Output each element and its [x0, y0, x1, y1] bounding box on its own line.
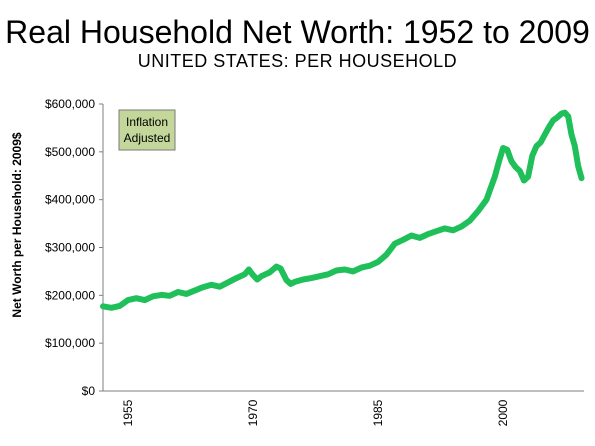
data-point	[452, 229, 454, 231]
data-point	[574, 145, 576, 147]
x-tick-label: 1955	[121, 399, 135, 426]
data-point	[486, 199, 487, 201]
data-point	[169, 295, 171, 297]
data-point	[419, 237, 421, 239]
data-point	[235, 277, 237, 279]
data-point	[335, 270, 337, 271]
data-point	[185, 293, 187, 295]
note-box	[118, 109, 176, 151]
data-point	[444, 227, 446, 229]
data-point	[552, 119, 554, 121]
data-point	[252, 274, 254, 276]
data-point	[144, 299, 146, 301]
note-text-line: Adjusted	[124, 131, 171, 145]
data-point	[571, 134, 572, 136]
data-point	[427, 233, 429, 235]
data-point	[548, 126, 550, 128]
data-point	[152, 295, 154, 297]
x-tick-label: 1970	[246, 399, 260, 426]
data-point	[410, 235, 412, 236]
data-point	[210, 284, 212, 286]
data-point	[567, 115, 569, 117]
x-tick-label: 1985	[371, 399, 385, 426]
data-point	[377, 261, 379, 263]
y-tick-label: $500,000	[45, 145, 95, 159]
x-tick-labels: 1955 1970 1985 2000	[121, 399, 510, 426]
data-point	[102, 305, 104, 307]
data-point	[577, 165, 579, 167]
data-point	[515, 166, 517, 168]
data-point	[494, 176, 496, 178]
data-point	[469, 220, 471, 222]
data-point	[219, 286, 221, 288]
data-point	[531, 155, 533, 157]
y-tick-label: $0	[82, 384, 96, 398]
data-point	[556, 116, 558, 118]
data-point	[319, 275, 321, 277]
data-point	[536, 145, 537, 147]
series-layer	[100, 109, 585, 311]
y-tick-label: $300,000	[45, 241, 95, 255]
note-text-line: Inflation	[126, 115, 168, 129]
data-point	[352, 270, 354, 272]
data-point	[202, 286, 204, 288]
data-point	[194, 290, 196, 292]
data-point	[506, 149, 508, 151]
data-point	[275, 266, 277, 268]
data-point	[135, 297, 137, 299]
data-point	[461, 226, 462, 227]
data-point	[523, 180, 525, 181]
data-point	[369, 265, 371, 267]
data-point	[344, 269, 346, 270]
data-point	[248, 269, 250, 270]
inflation-adjusted-note: Inflation Adjusted	[118, 109, 176, 151]
chart-title: Real Household Net Worth: 1952 to 2009	[5, 14, 590, 50]
data-point	[177, 291, 179, 293]
data-point	[119, 305, 121, 307]
data-point	[561, 113, 562, 115]
x-tick-label: 2000	[496, 399, 510, 426]
data-point	[260, 275, 262, 277]
data-point	[302, 279, 304, 280]
data-point	[256, 279, 258, 280]
data-point	[477, 210, 479, 212]
data-point	[402, 239, 404, 241]
data-point	[360, 267, 362, 269]
data-point	[502, 147, 504, 149]
y-tick-labels: $0 $100,000 $200,000 $300,000 $400,000 $500,0…	[45, 97, 103, 398]
data-point	[110, 307, 112, 309]
chart-subtitle: UNITED STATES: PER HOUSEHOLD	[137, 51, 458, 71]
data-point	[527, 176, 529, 178]
data-point	[385, 254, 387, 256]
data-point	[227, 281, 229, 283]
data-point	[564, 112, 566, 114]
y-tick-label: $200,000	[45, 288, 95, 302]
data-point	[511, 160, 512, 162]
data-point	[490, 187, 492, 189]
data-point	[519, 170, 521, 172]
y-tick-label: $100,000	[45, 336, 95, 350]
data-point	[540, 141, 542, 143]
y-tick-label: $400,000	[45, 193, 95, 207]
data-point	[290, 283, 292, 285]
data-point	[394, 243, 396, 245]
data-point	[435, 230, 437, 232]
data-point	[280, 268, 282, 269]
data-point	[127, 299, 129, 301]
data-point	[244, 273, 246, 275]
data-point	[544, 134, 546, 136]
data-point	[294, 281, 296, 283]
data-point	[160, 294, 162, 296]
data-point	[498, 160, 500, 162]
y-tick-label: $600,000	[45, 97, 95, 111]
data-point	[310, 277, 312, 279]
data-point	[327, 273, 329, 275]
data-point	[581, 177, 582, 179]
data-point	[285, 279, 287, 281]
data-point	[269, 271, 271, 273]
